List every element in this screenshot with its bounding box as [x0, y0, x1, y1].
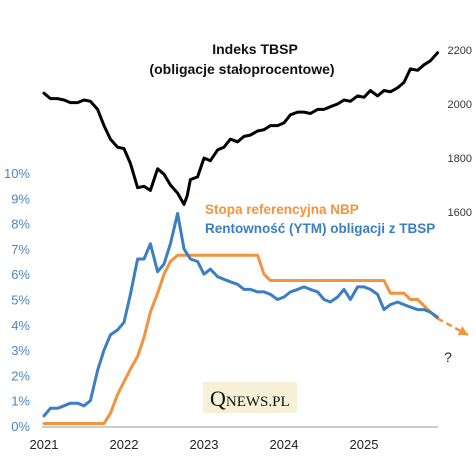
- y-right-tick-label: 2200: [448, 45, 472, 57]
- y-axis-left: 0% 1% 2% 3% 4% 5% 6% 7% 8% 9% 10%: [4, 166, 30, 434]
- y-left-tick-label: 8%: [11, 217, 30, 232]
- watermark-logo: QNEWS.PL: [203, 382, 297, 413]
- x-tick-label: 2024: [270, 437, 299, 452]
- forecast-dashed-line: [437, 317, 469, 337]
- watermark-background: [203, 382, 297, 413]
- legend-label-ytm: Rentowność (YTM) obligacji z TBSP: [205, 221, 435, 236]
- y-right-tick-label: 1800: [448, 153, 472, 165]
- y-axis-right: 1600 1800 2000 2200: [448, 45, 472, 219]
- y-left-tick-label: 10%: [4, 166, 30, 181]
- y-left-tick-label: 6%: [11, 267, 30, 282]
- y-left-tick-label: 9%: [11, 191, 30, 206]
- series-line-nbp-rate: [42, 253, 440, 425]
- y-left-tick-label: 7%: [11, 242, 30, 257]
- series-line-tbsp-index: [42, 51, 440, 206]
- forecast-question-mark: ?: [444, 349, 452, 365]
- legend: Stopa referencyjna NBP Rentowność (YTM) …: [205, 202, 435, 236]
- series-line-ytm: [42, 212, 440, 418]
- forecast-arrowhead: [457, 326, 468, 336]
- x-tick-label: 2021: [30, 437, 59, 452]
- x-tick-label: 2022: [110, 437, 139, 452]
- y-left-tick-label: 0%: [11, 419, 30, 434]
- y-right-tick-label: 2000: [448, 99, 472, 111]
- x-tick-label: 2023: [190, 437, 219, 452]
- y-left-tick-label: 2%: [11, 368, 30, 383]
- chart-title: Indeks TBSP: [212, 41, 298, 57]
- y-right-tick-label: 1600: [448, 207, 472, 219]
- plot-area: [42, 51, 469, 425]
- x-tick-label: 2025: [350, 437, 379, 452]
- y-left-tick-label: 4%: [11, 318, 30, 333]
- y-left-tick-label: 1%: [11, 394, 30, 409]
- x-axis: 2021 2022 2023 2024 2025: [30, 426, 438, 452]
- chart-subtitle: (obligacje stałoprocentowe): [149, 61, 334, 77]
- watermark-text: QNEWS.PL: [210, 386, 290, 411]
- y-left-tick-label: 5%: [11, 293, 30, 308]
- legend-label-nbp: Stopa referencyjna NBP: [205, 202, 359, 217]
- y-left-tick-label: 3%: [11, 343, 30, 358]
